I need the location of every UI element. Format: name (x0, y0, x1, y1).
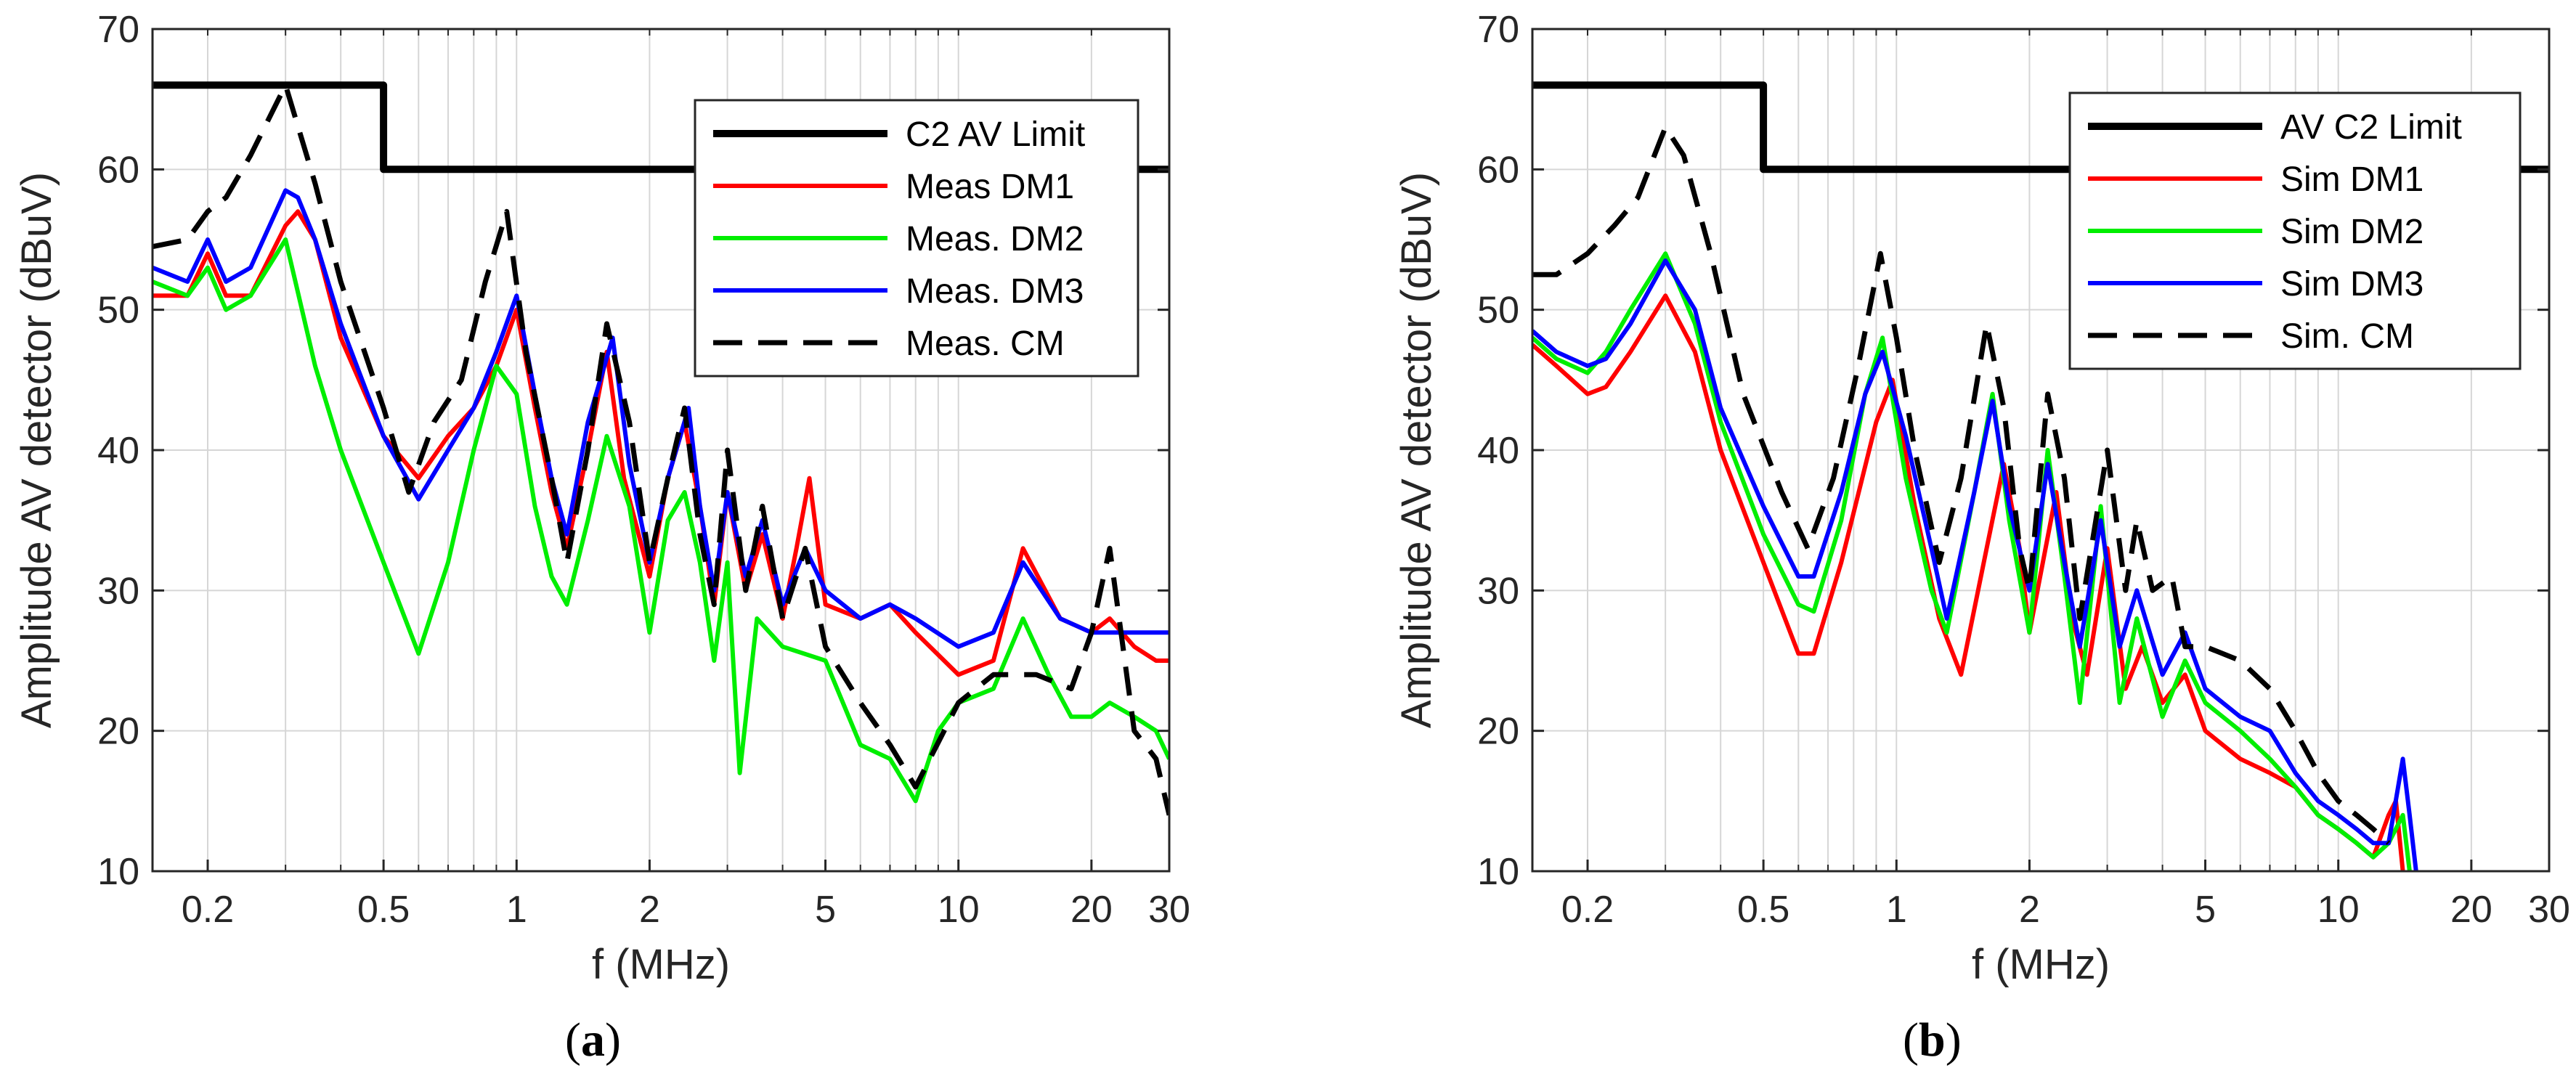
y-tick-label: 20 (97, 711, 139, 753)
legend-label: Sim DM2 (2280, 213, 2423, 251)
legend-label: Meas DM1 (906, 168, 1074, 206)
y-tick-label: 70 (1477, 9, 1519, 51)
legend-label: Sim. CM (2280, 317, 2414, 356)
x-tick-label: 2 (639, 889, 660, 931)
chart-panel-a: 0.2 0.5 1 2 5 10 20 30 10 20 30 40 50 60 70 f (MHz) Ampl… (13, 9, 1190, 988)
series-group (1532, 81, 2549, 871)
x-tick-label: 5 (2195, 889, 2216, 931)
x-tick-label: 2 (2019, 889, 2040, 931)
series-line-sim-cm (1532, 124, 2391, 845)
y-tick-label: 60 (97, 149, 139, 191)
y-tick-label: 30 (97, 570, 139, 612)
y-tick-label: 20 (1477, 711, 1519, 753)
legend: C2 AV Limit Meas DM1 Meas. DM2 Meas. DM3 Mea… (694, 99, 1139, 378)
x-tick-label: 1 (506, 889, 527, 931)
series-line-meas-dm3 (153, 188, 1169, 649)
series-line-meas-cm (153, 82, 1169, 816)
y-tick-label: 40 (1477, 430, 1519, 472)
panel-caption-a: (a) (565, 1013, 621, 1066)
y-axis-label: Amplitude AV detector (dBuV) (1393, 172, 1440, 728)
x-tick-label: 0.5 (1737, 889, 1789, 931)
x-axis-label: f (MHz) (592, 941, 730, 988)
y-tick-label: 50 (97, 290, 139, 332)
legend-label: Meas. DM2 (906, 220, 1084, 258)
x-tick-label: 10 (938, 889, 980, 931)
x-tick-label: 5 (815, 889, 836, 931)
x-tick-label: 10 (2317, 889, 2360, 931)
panel-caption-b: (b) (1903, 1013, 1962, 1066)
legend-label: AV C2 Limit (2280, 108, 2462, 147)
y-tick-label: 60 (1477, 149, 1519, 191)
x-tick-label: 0.2 (1561, 889, 1614, 931)
y-tick-label: 70 (97, 9, 139, 51)
y-tick-label: 30 (1477, 570, 1519, 612)
x-tick-label: 0.5 (357, 889, 410, 931)
y-tick-label: 50 (1477, 290, 1519, 332)
legend-label: Sim DM1 (2280, 160, 2423, 199)
y-axis-label: Amplitude AV detector (dBuV) (13, 172, 60, 728)
y-tick-label: 40 (97, 430, 139, 472)
x-tick-label: 30 (1148, 889, 1190, 931)
x-tick-label: 1 (1886, 889, 1907, 931)
y-tick-label: 10 (1477, 851, 1519, 893)
x-tick-label: 0.2 (182, 889, 234, 931)
x-tick-label: 30 (2528, 889, 2570, 931)
legend-label: C2 AV Limit (906, 115, 1085, 154)
legend-label: Sim DM3 (2280, 265, 2423, 303)
legend-label: Meas. CM (906, 325, 1065, 363)
legend: AV C2 Limit Sim DM1 Sim DM2 Sim DM3 Sim. CM (2068, 91, 2522, 370)
series-line-meas-dm2 (153, 237, 1169, 804)
x-axis-label: f (MHz) (1972, 941, 2110, 988)
x-tick-label: 20 (2450, 889, 2492, 931)
legend-label: Meas. DM3 (906, 272, 1084, 311)
series-line-sim-dm3 (1532, 258, 2418, 871)
x-tick-label: 20 (1070, 889, 1113, 931)
series-line-sim-dm2 (1532, 251, 2412, 871)
chart-panel-b: 0.2 0.5 1 2 5 10 20 30 10 20 30 40 50 60 70 f (MHz) Ampl… (1393, 9, 2570, 988)
y-tick-label: 10 (97, 851, 139, 893)
